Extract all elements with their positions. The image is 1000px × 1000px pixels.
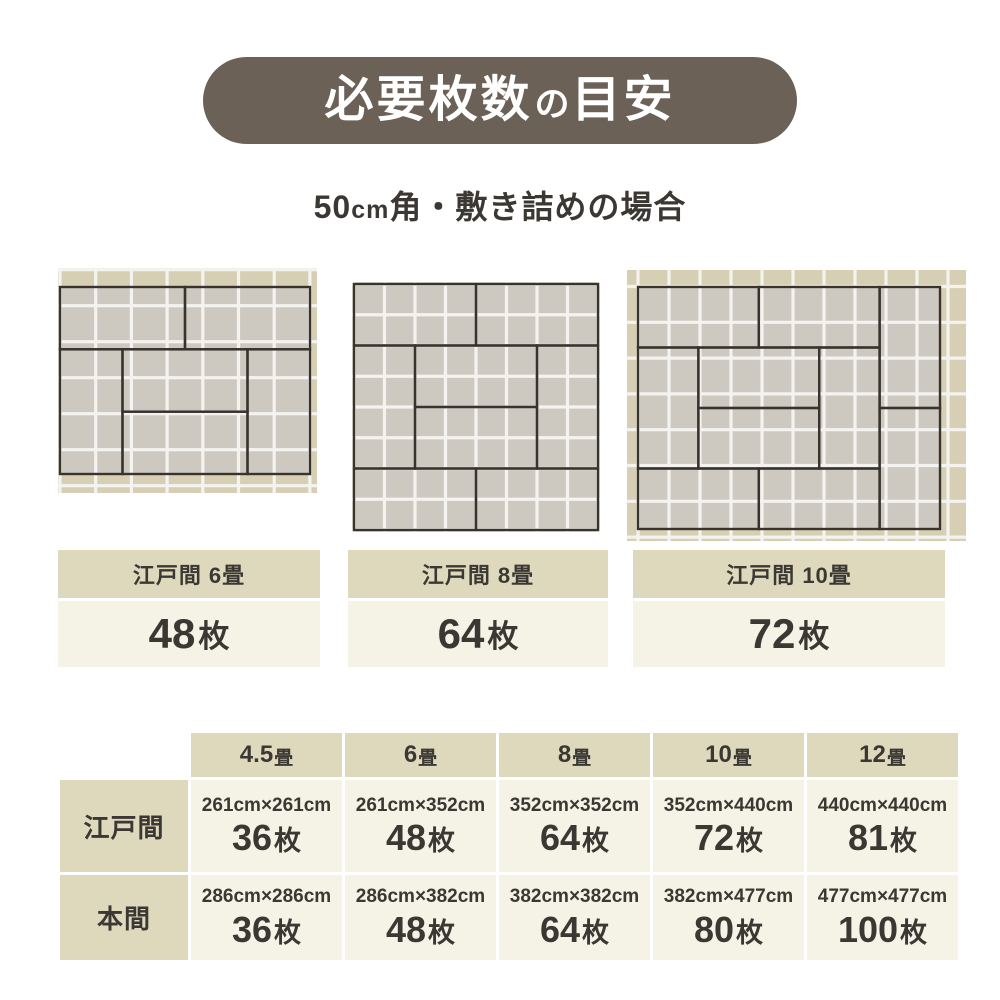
count-number: 72 (748, 610, 796, 657)
summary-card-edoma-8: 江戸間 8畳 64 枚 (348, 550, 608, 667)
table-col-header-12: 12 畳 (807, 733, 958, 777)
summary-card-edoma-6: 江戸間 6畳 48 枚 (58, 550, 320, 667)
summary-card-count: 48 枚 (58, 601, 320, 667)
subtitle-unit: cm (351, 196, 390, 224)
subtitle: 50cm角・敷き詰めの場合 (0, 188, 1000, 226)
cell-count: 80枚 (693, 908, 764, 950)
cell-size: 382cm×477cm (663, 886, 794, 908)
subtitle-number: 50 (313, 189, 352, 225)
cell-size: 261cm×352cm (355, 794, 486, 816)
cell-count: 72枚 (693, 817, 764, 859)
table-cell: 477cm×477cm 100枚 (807, 875, 958, 960)
summary-card-count: 64 枚 (348, 601, 608, 667)
table-cell: 352cm×352cm 64枚 (499, 780, 650, 872)
cell-count: 48枚 (385, 817, 456, 859)
tatami-layout-diagram-8mat (352, 282, 600, 532)
title-pill: 必要枚数の目安 (203, 57, 797, 144)
summary-card-header: 江戸間 10畳 (633, 550, 945, 598)
summary-card-header: 江戸間 8畳 (348, 550, 608, 598)
cell-size: 440cm×440cm (817, 794, 948, 816)
count-unit: 枚 (487, 618, 519, 654)
col-header-unit: 畳 (886, 747, 906, 769)
col-header-unit: 畳 (418, 747, 438, 769)
cell-size: 352cm×440cm (663, 794, 794, 816)
summary-card-count: 72 枚 (633, 601, 945, 667)
table-cell: 286cm×286cm 36枚 (191, 875, 342, 960)
cell-count: 64枚 (539, 908, 610, 950)
subtitle-text: 角・敷き詰めの場合 (389, 189, 687, 225)
cell-count: 36枚 (231, 908, 302, 950)
col-header-unit: 畳 (572, 747, 592, 769)
col-header-unit: 畳 (274, 747, 294, 769)
cell-size: 261cm×261cm (201, 794, 332, 816)
table-col-header-4-5: 4.5 畳 (191, 733, 342, 777)
table-col-header-10: 10 畳 (653, 733, 804, 777)
table-corner-spacer (60, 733, 188, 777)
col-header-number: 4.5 (239, 741, 274, 768)
count-number: 64 (437, 610, 485, 657)
table-cell: 382cm×477cm 80枚 (653, 875, 804, 960)
cell-size: 352cm×352cm (509, 794, 640, 816)
table-cell: 286cm×382cm 48枚 (345, 875, 496, 960)
count-number: 48 (148, 610, 196, 657)
cell-size: 382cm×382cm (509, 886, 640, 908)
cell-count: 100枚 (837, 908, 928, 950)
table-cell: 382cm×382cm 64枚 (499, 875, 650, 960)
cell-size: 286cm×286cm (201, 886, 332, 908)
table-cell: 440cm×440cm 81枚 (807, 780, 958, 872)
col-header-number: 12 (859, 741, 886, 768)
page-title-particle: の (534, 85, 570, 124)
table-cell: 352cm×440cm 72枚 (653, 780, 804, 872)
cell-count: 81枚 (847, 817, 918, 859)
col-header-number: 10 (705, 741, 732, 768)
tatami-layout-diagram-6mat (58, 268, 317, 493)
tatami-layout-diagram-10mat (627, 270, 966, 541)
col-header-unit: 畳 (732, 747, 752, 769)
page-title-main: 必要枚数 (324, 73, 533, 127)
table-cell: 261cm×352cm 48枚 (345, 780, 496, 872)
table-row-label-honma: 本間 (60, 875, 188, 960)
cell-count: 36枚 (231, 817, 302, 859)
count-unit: 枚 (798, 618, 830, 654)
page-title-tail: 目安 (571, 73, 676, 127)
cell-size: 477cm×477cm (817, 886, 948, 908)
table-cell: 261cm×261cm 36枚 (191, 780, 342, 872)
cell-size: 286cm×382cm (355, 886, 486, 908)
cell-count: 48枚 (385, 908, 456, 950)
cell-count: 64枚 (539, 817, 610, 859)
table-row-label-edoma: 江戸間 (60, 780, 188, 872)
col-header-number: 8 (557, 741, 572, 768)
count-unit: 枚 (198, 618, 230, 654)
summary-card-edoma-10: 江戸間 10畳 72 枚 (633, 550, 945, 667)
summary-card-header: 江戸間 6畳 (58, 550, 320, 598)
col-header-number: 6 (403, 741, 418, 768)
